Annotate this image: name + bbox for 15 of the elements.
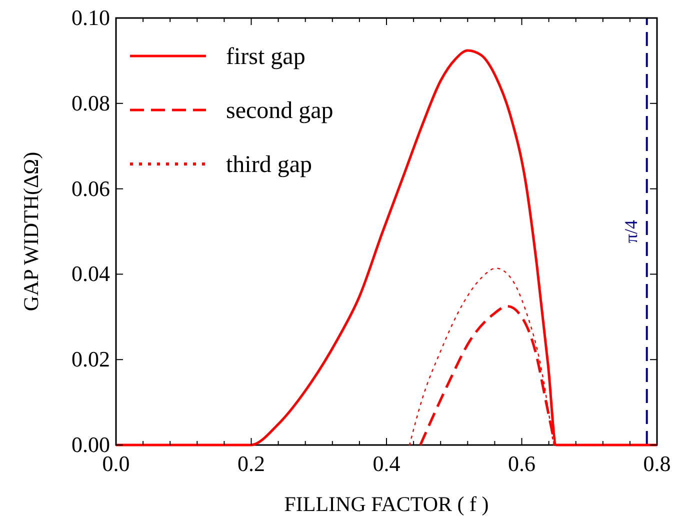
x-tick-label: 0.4 [372,451,400,476]
x-tick-label: 0.8 [643,451,671,476]
y-tick-label: 0.06 [72,176,110,201]
x-axis-title: FILLING FACTOR ( f ) [284,492,489,516]
y-tick-label: 0.10 [72,5,110,30]
legend-label: second gap [226,98,334,124]
y-tick-label: 0.08 [72,90,110,116]
y-tick-label: 0.04 [72,261,110,286]
x-tick-label: 0.6 [508,451,536,476]
legend-label: first gap [226,44,306,70]
ref-line-label: π/4 [620,220,641,244]
y-axis-title: GAP WIDTH(ΔΩ) [19,152,43,312]
y-tick-label: 0.02 [72,346,110,372]
legend-label: third gap [226,152,312,178]
x-tick-label: 0.2 [238,451,265,476]
